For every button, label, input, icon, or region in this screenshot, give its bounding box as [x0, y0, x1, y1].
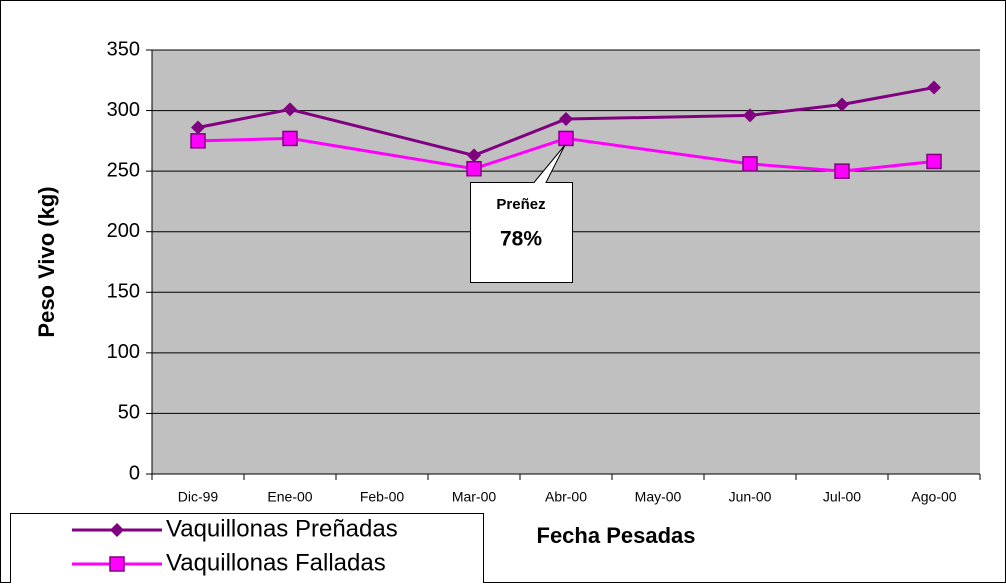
- data-point: [743, 108, 757, 123]
- data-point: [466, 160, 482, 177]
- data-point: [558, 130, 574, 147]
- y-tick-label: 300: [107, 99, 140, 121]
- x-tick-label: Ene-00: [267, 489, 312, 505]
- data-point: [283, 102, 297, 117]
- data-point: [191, 120, 205, 135]
- data-point: [467, 148, 481, 163]
- x-tick-label: May-00: [635, 489, 682, 505]
- y-tick-label: 200: [107, 220, 140, 242]
- legend-marker: [110, 523, 124, 537]
- x-tick-label: Feb-00: [360, 489, 405, 505]
- x-tick-label: Jul-00: [823, 489, 861, 505]
- y-tick-label: 100: [107, 341, 140, 363]
- x-tick-label: Mar-00: [452, 489, 497, 505]
- y-tick-label: 50: [118, 402, 140, 424]
- data-point: [190, 133, 206, 149]
- callout-box: [470, 144, 573, 283]
- x-tick-label: Abr-00: [545, 489, 587, 505]
- legend-label: Vaquillonas Preñadas: [166, 515, 398, 542]
- data-point: [834, 163, 850, 179]
- data-point: [282, 130, 298, 147]
- x-tick-label: Dic-99: [178, 489, 219, 505]
- x-axis-title: Fecha Pesadas: [537, 523, 696, 548]
- data-point: [835, 97, 849, 112]
- legend-label: Vaquillonas Falladas: [166, 549, 386, 576]
- legend-marker: [109, 556, 125, 572]
- y-tick-label: 350: [107, 38, 140, 60]
- y-tick-label: 250: [107, 159, 140, 181]
- data-point: [926, 153, 942, 170]
- y-tick-label: 0: [129, 462, 140, 484]
- y-axis-title: Peso Vivo (kg): [34, 186, 59, 337]
- data-point: [559, 112, 573, 127]
- callout-text: 78%: [500, 228, 542, 251]
- x-tick-label: Ago-00: [911, 489, 956, 505]
- legend-box: [10, 513, 484, 584]
- x-tick-label: Jun-00: [729, 489, 772, 505]
- data-point: [927, 80, 941, 95]
- data-point: [742, 156, 758, 172]
- y-tick-label: 150: [107, 281, 140, 303]
- callout-title: Preñez: [496, 196, 545, 213]
